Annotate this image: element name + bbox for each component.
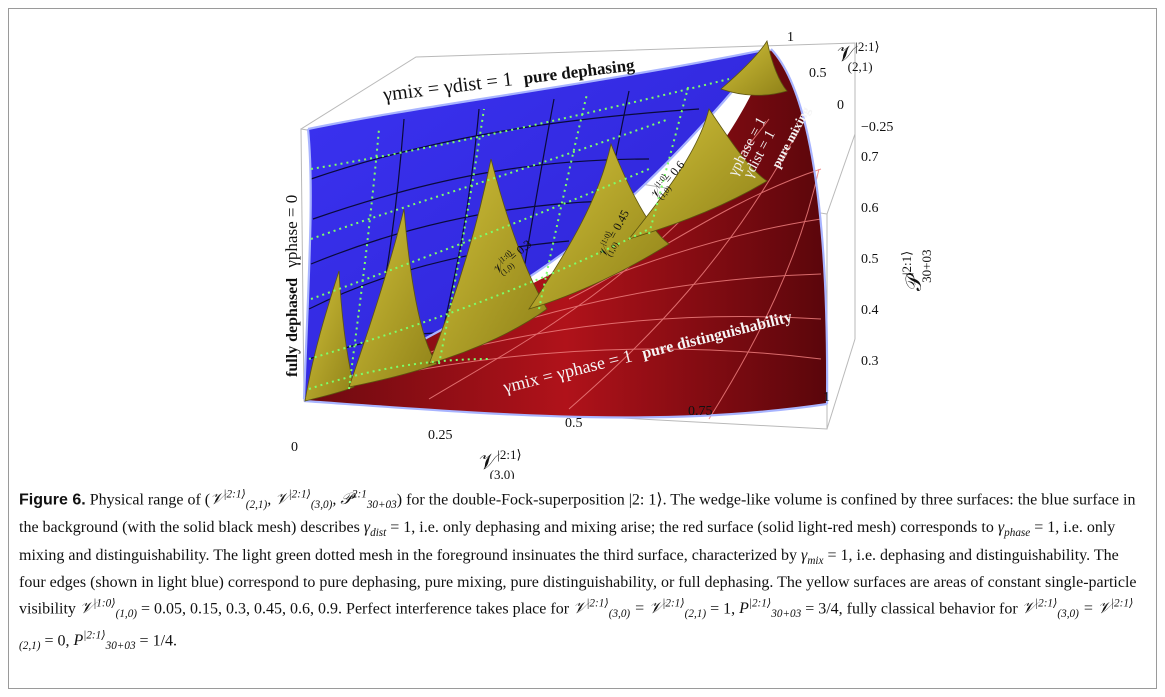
z-tick: 0.5 bbox=[861, 252, 879, 267]
math-v21: 𝒱|2:1⟩(2,1), 𝒱|2:1⟩(3,0), 𝒫2:130+03 bbox=[210, 489, 397, 512]
caption-text-9: = 0, bbox=[40, 632, 74, 650]
x-axis-ticks: 0 0.25 0.5 0.75 1 bbox=[291, 390, 830, 455]
depth-axis-label: 𝒱|2:1⟩ (2,1) bbox=[837, 39, 880, 74]
math-v10: 𝒱|1:0⟩(1,0) bbox=[79, 597, 138, 621]
caption-text-10: = 1/4. bbox=[135, 632, 178, 650]
edge-label-left: fully dephased γphase = 0 bbox=[282, 195, 301, 377]
z-tick: 0.6 bbox=[861, 201, 879, 216]
z-tick: 0.7 bbox=[861, 150, 879, 165]
x-tick: 0.25 bbox=[428, 428, 453, 443]
figure-6-plot: γmix = γdist = 1 pure dephasing γmix = γ… bbox=[282, 30, 934, 479]
figure-frame: γmix = γdist = 1 pure dephasing γmix = γ… bbox=[8, 8, 1157, 689]
green-dotted-mesh bbox=[308, 78, 730, 390]
caption-text-8: = 3/4, fully classical behavior for bbox=[801, 600, 1022, 618]
caption-text-1: Physical range of ( bbox=[85, 491, 211, 509]
caption-text-3: = 1, i.e. only dephasing and mixing aris… bbox=[386, 519, 998, 537]
math-p-a: P|2:1⟩30+03 bbox=[739, 597, 802, 621]
caption-text-5: = 1, i.e. dephasing and distinguishabili… bbox=[19, 546, 1137, 618]
figure-caption: Figure 6. Physical range of (𝒱|2:1⟩(2,1)… bbox=[19, 485, 1144, 658]
math-gamma-phase: γphase bbox=[997, 519, 1031, 540]
caption-lead: Figure 6. bbox=[19, 491, 86, 509]
x-axis-label: 𝒱|2:1⟩ (3,0) bbox=[479, 447, 522, 479]
math-v30-v21-a: 𝒱|2:1⟩(3,0) = 𝒱|2:1⟩(2,1) bbox=[573, 597, 707, 621]
x-tick: 0.5 bbox=[565, 416, 583, 431]
yellow-surfaces bbox=[304, 39, 788, 402]
x-tick: 1 bbox=[823, 390, 830, 405]
math-v30-v21-b: 𝒱|2:1⟩(3,0) = 𝒱|2:1⟩(2,1) bbox=[19, 597, 1134, 653]
depth-tick: 0 bbox=[837, 98, 844, 113]
math-p-b: P|2:1⟩30+03 bbox=[73, 629, 136, 653]
z-axis-label: 𝒫|2:1⟩ 30+03 bbox=[899, 249, 934, 291]
caption-text-7: = 1, bbox=[706, 600, 740, 618]
x-tick: 0 bbox=[291, 440, 298, 455]
math-gamma-dist: γdist bbox=[363, 519, 387, 540]
red-surface bbox=[304, 49, 828, 418]
caption-text-4: = 1, i.e. only mixing and distinguishabi… bbox=[19, 519, 1116, 564]
red-surface-mesh bbox=[328, 118, 822, 420]
caption-text-2: ) for the double-Fock-superposition |2: … bbox=[19, 491, 1136, 537]
math-gamma-mix: γmix bbox=[801, 546, 824, 567]
depth-tick: 1 bbox=[787, 30, 794, 45]
depth-axis-ticks: 1 0.5 0 −0.25 bbox=[787, 30, 893, 135]
caption-text-6: = 0.05, 0.15, 0.3, 0.45, 0.6, 0.9. Perfe… bbox=[137, 600, 574, 618]
depth-tick: −0.25 bbox=[861, 120, 893, 135]
x-tick: 0.75 bbox=[688, 404, 713, 419]
depth-tick: 0.5 bbox=[809, 66, 827, 81]
z-tick: 0.3 bbox=[861, 354, 879, 369]
blue-surface bbox=[304, 49, 769, 399]
z-axis-ticks: 0.7 0.6 0.5 0.4 0.3 bbox=[861, 150, 879, 369]
z-tick: 0.4 bbox=[861, 303, 879, 318]
